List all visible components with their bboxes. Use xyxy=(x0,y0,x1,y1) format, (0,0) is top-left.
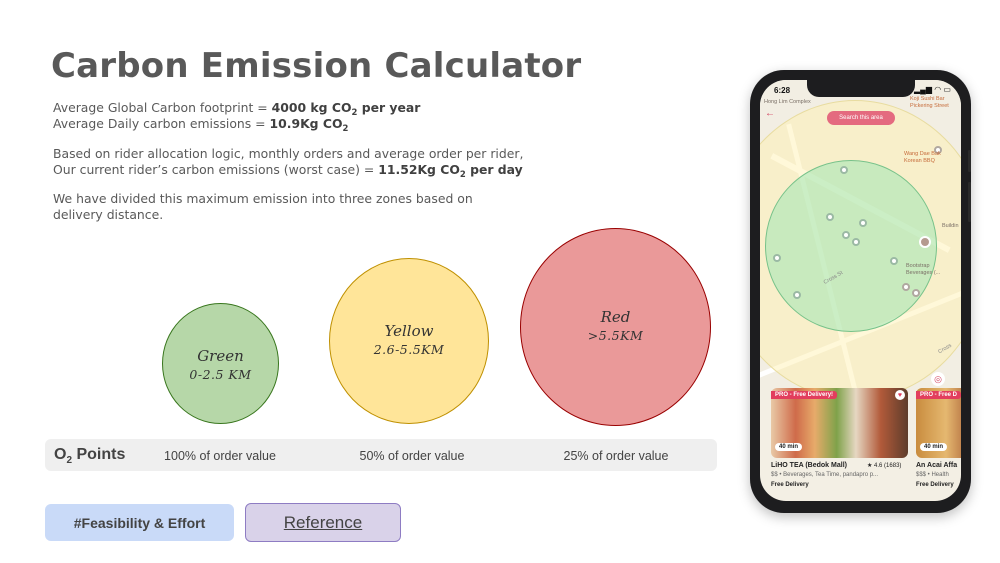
map-label-koji: Koji Sushi Bar Pickering Street xyxy=(910,96,949,109)
map-pin[interactable] xyxy=(890,257,898,265)
zone-range: 0-2.5 KM xyxy=(189,366,252,382)
reference-link-button[interactable]: Reference xyxy=(245,503,401,542)
map-pin[interactable] xyxy=(934,146,942,154)
map-pin[interactable] xyxy=(902,283,910,291)
restaurant-meta: $$ • Beverages, Tea Time, pandapro p... xyxy=(771,472,879,478)
delivery-eta: 40 min xyxy=(920,443,948,451)
zone-name: Green xyxy=(197,346,244,365)
restaurant-card[interactable]: PRO - Free D 40 min An Acai Affa $$$ • H… xyxy=(916,388,961,498)
daily-emissions-value: 10.9Kg CO2 xyxy=(269,115,349,134)
zone-name: Yellow xyxy=(384,322,434,340)
locate-me-icon[interactable]: ◎ xyxy=(931,372,945,386)
map-pin[interactable] xyxy=(912,289,920,297)
yellow-points-value: 50% of order value xyxy=(359,449,465,463)
inner-zone-circle xyxy=(765,160,937,332)
global-footprint-value: 4000 kg CO2 per year xyxy=(271,100,421,118)
global-footprint-line: Average Global Carbon footprint = 4000 k… xyxy=(53,100,513,118)
map-label-wang-dae: Wang Dae Bak Korean BBQ xyxy=(904,151,941,164)
restaurant-rating: ★ 4.6 (1683) xyxy=(867,463,902,469)
restaurant-name: LiHO TEA (Bedok Mall) xyxy=(771,462,847,469)
global-footprint-text: Average Global Carbon footprint = 4000 k… xyxy=(53,100,513,134)
green-zone-circle: Green 0-2.5 KM xyxy=(162,303,279,424)
o2-points-label: O2 Points xyxy=(54,446,126,466)
map-pin[interactable] xyxy=(859,219,867,227)
green-points-value: 100% of order value xyxy=(164,449,276,463)
restaurant-meta: $$$ • Health xyxy=(916,472,949,478)
free-delivery-label: Free Delivery xyxy=(916,482,954,488)
zones-note: We have divided this maximum emission in… xyxy=(53,191,473,222)
phone-screen: Hong Lim Complex Koji Sushi Bar Pickerin… xyxy=(760,80,961,501)
phone-side-button xyxy=(968,150,971,172)
map-pin[interactable] xyxy=(842,231,850,239)
phone-side-button xyxy=(968,182,971,222)
map-pin[interactable] xyxy=(852,238,860,246)
map-label-building: Buildin xyxy=(942,223,959,229)
free-delivery-label: Free Delivery xyxy=(771,482,809,488)
map-pin[interactable] xyxy=(773,254,781,262)
favorite-heart-icon[interactable]: ♥ xyxy=(895,390,905,400)
o2-points-bar: O2 Points 100% of order value 50% of ord… xyxy=(45,439,717,471)
search-this-area-button[interactable]: Search this area xyxy=(827,111,895,125)
pro-badge: PRO - Free Delivery! xyxy=(771,391,838,399)
feasibility-effort-button[interactable]: #Feasibility & Effort xyxy=(45,504,234,541)
global-footprint-label: Average Global Carbon footprint = xyxy=(53,100,272,115)
map-pin[interactable] xyxy=(793,291,801,299)
back-arrow-icon[interactable]: ← xyxy=(765,108,775,119)
rider-emissions-value: 11.52Kg CO2 per day xyxy=(378,161,523,180)
red-zone-circle: Red >5.5KM xyxy=(520,228,711,426)
restaurant-card[interactable]: PRO - Free Delivery! ♥ 40 min LiHO TEA (… xyxy=(771,388,908,498)
pro-badge: PRO - Free D xyxy=(916,391,961,399)
yellow-zone-circle: Yellow 2.6-5.5KM xyxy=(329,258,489,424)
map-pin[interactable] xyxy=(840,166,848,174)
red-points-value: 25% of order value xyxy=(563,449,669,463)
daily-emissions-line: Average Daily carbon emissions = 10.9Kg … xyxy=(53,115,513,134)
phone-notch xyxy=(807,80,915,97)
restaurant-name: An Acai Affa xyxy=(916,462,958,469)
zone-name: Red xyxy=(600,308,631,326)
zone-range: >5.5KM xyxy=(587,328,644,343)
status-icons: ▂▄▆ ◠ ▭ xyxy=(914,85,951,94)
restaurant-poi-icon[interactable] xyxy=(919,236,931,248)
map-pin[interactable] xyxy=(826,213,834,221)
daily-emissions-label: Average Daily carbon emissions = xyxy=(53,115,270,131)
delivery-eta: 40 min xyxy=(775,443,803,451)
map-label-bootstrap: Bootstrap Beverages (... xyxy=(906,263,941,276)
rider-emissions-text: Based on rider allocation logic, monthly… xyxy=(53,146,533,180)
zone-range: 2.6-5.5KM xyxy=(373,342,445,357)
map-view[interactable]: Hong Lim Complex Koji Sushi Bar Pickerin… xyxy=(760,80,961,400)
status-time: 6:28 xyxy=(774,86,791,95)
rider-emissions-label: Based on rider allocation logic, monthly… xyxy=(53,146,524,177)
map-label-hong-lim: Hong Lim Complex xyxy=(764,99,811,105)
page-title: Carbon Emission Calculator xyxy=(51,46,582,86)
